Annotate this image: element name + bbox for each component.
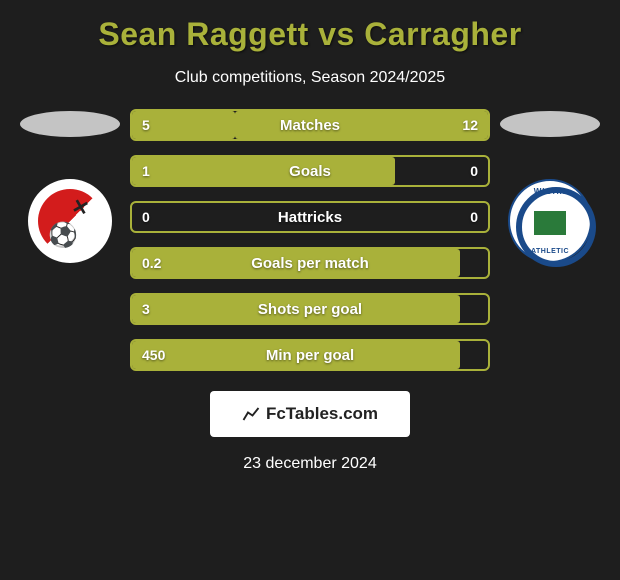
stat-label: Goals per match: [132, 249, 488, 277]
brand-label: FcTables.com: [266, 404, 378, 424]
stat-bar: 0.2Goals per match: [130, 247, 490, 279]
brand-badge[interactable]: FcTables.com: [210, 391, 410, 437]
player-photo-placeholder-left: [20, 111, 120, 137]
stat-bar: 450Min per goal: [130, 339, 490, 371]
page-subtitle: Club competitions, Season 2024/2025: [175, 69, 445, 87]
root: Sean Raggett vs Carragher Club competiti…: [0, 0, 620, 473]
stat-bar: 3Shots per goal: [130, 293, 490, 325]
chart-icon: [242, 405, 260, 423]
stat-bars: 512Matches 10Goals 00Hattricks 0.2Goals per…: [130, 109, 490, 371]
footer-date: 23 december 2024: [243, 455, 376, 473]
comparison-panel: ✕ 512Matches 10Goals 00Hattricks 0.2Goals p…: [0, 109, 620, 371]
stat-label: Shots per goal: [132, 295, 488, 323]
crest-keys-icon: ✕: [69, 193, 92, 221]
crest-text-top: WIGAN: [510, 187, 590, 196]
stat-label: Hattricks: [132, 203, 488, 231]
left-column: ✕: [10, 109, 130, 371]
stat-label: Matches: [132, 111, 488, 139]
stat-bar: 10Goals: [130, 155, 490, 187]
crest-text-bottom: ATHLETIC: [510, 248, 590, 255]
team-crest-right: WIGAN ATHLETIC: [508, 179, 592, 263]
team-crest-left: ✕: [28, 179, 112, 263]
stat-bar: 512Matches: [130, 109, 490, 141]
stat-label: Min per goal: [132, 341, 488, 369]
player-photo-placeholder-right: [500, 111, 600, 137]
right-column: WIGAN ATHLETIC: [490, 109, 610, 371]
stat-bar: 00Hattricks: [130, 201, 490, 233]
stat-label: Goals: [132, 157, 488, 185]
page-title: Sean Raggett vs Carragher: [98, 16, 521, 53]
